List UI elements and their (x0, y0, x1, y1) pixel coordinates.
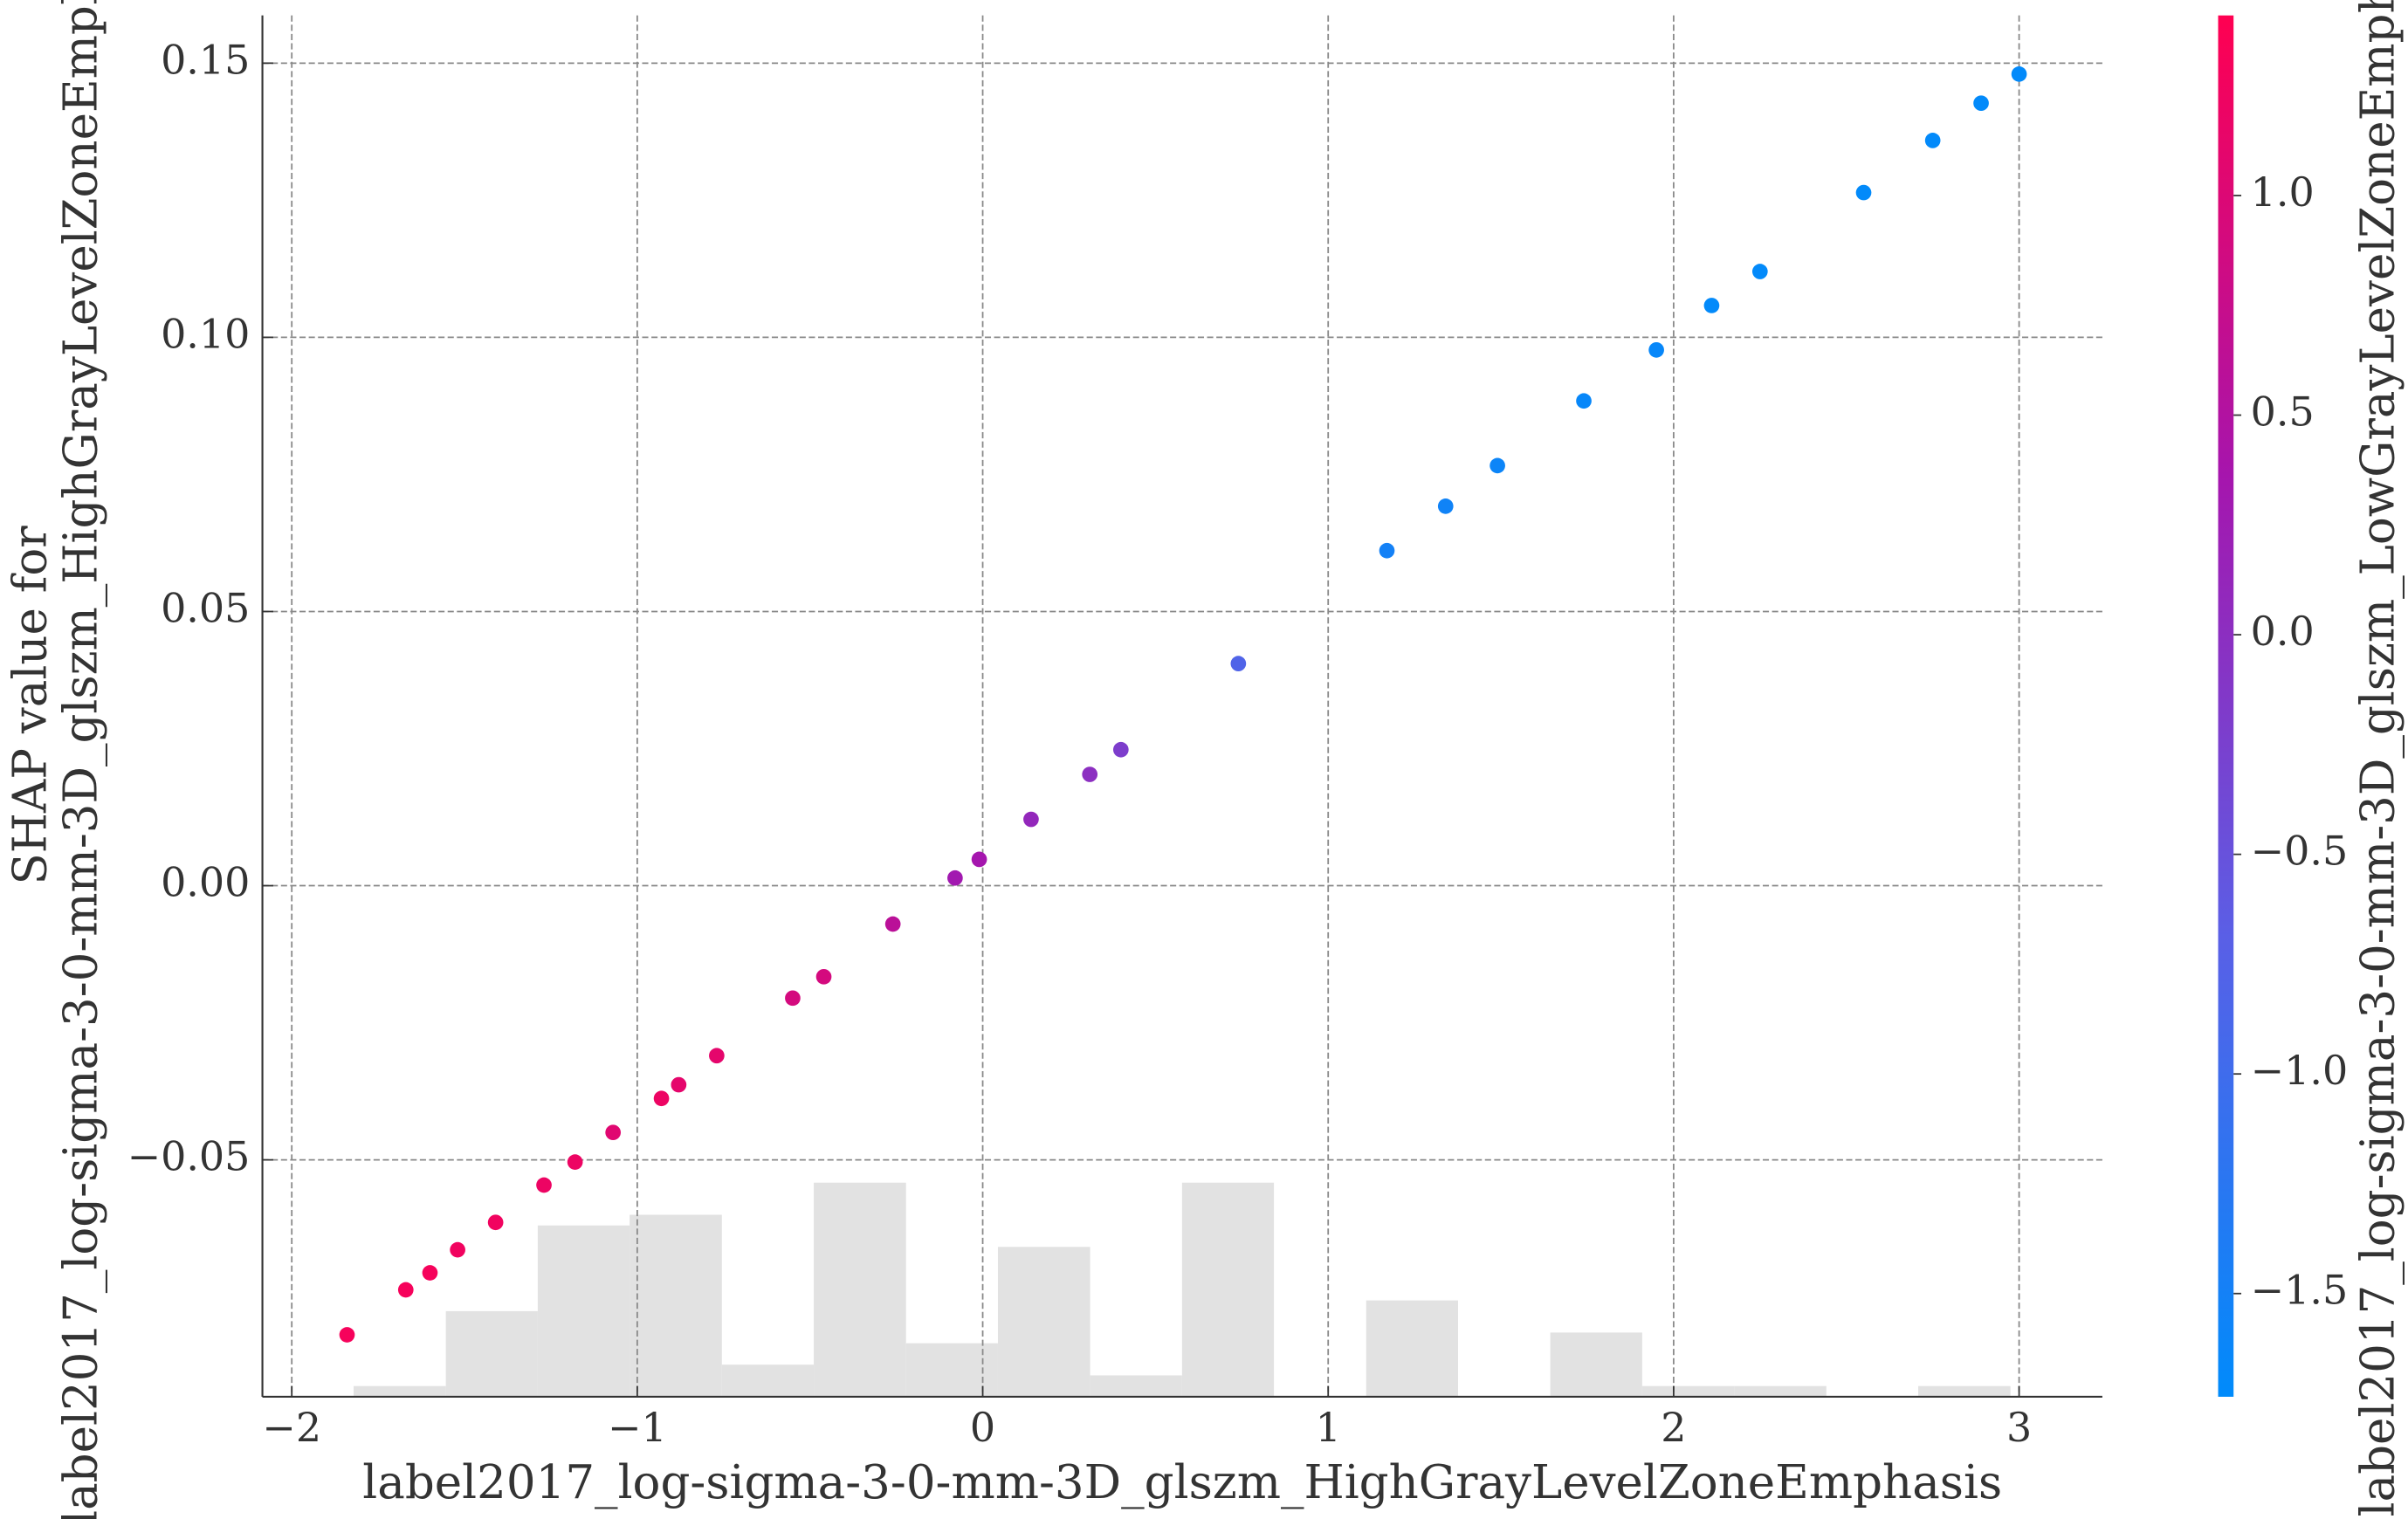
colorbar-tick-label: −1.0 (2251, 1047, 2349, 1094)
histogram-bar (1734, 1385, 1827, 1397)
point (1751, 264, 1768, 279)
point (1082, 766, 1098, 782)
histogram-bar (630, 1214, 722, 1397)
x-tick-label: 0 (970, 1404, 995, 1451)
point (567, 1154, 583, 1170)
point (653, 1090, 670, 1107)
point (815, 968, 832, 985)
histogram-bar (445, 1310, 538, 1397)
point (1924, 133, 1941, 148)
y-axis-label: label2017_log-sigma-3-0-mm-3D_glszm_High… (54, 0, 108, 1519)
colorbar-tick-label: −1.5 (2251, 1267, 2349, 1314)
point (422, 1265, 438, 1281)
histogram-bar (1918, 1385, 2011, 1397)
point (671, 1076, 687, 1093)
histogram-bar (997, 1247, 1090, 1397)
x-tick-label: 2 (1661, 1404, 1686, 1451)
y-tick-label: 0.05 (161, 584, 250, 631)
point (339, 1327, 355, 1343)
point (971, 851, 987, 868)
histogram-bar (721, 1364, 815, 1397)
point (450, 1241, 465, 1258)
point (709, 1048, 725, 1064)
histogram-bar (1090, 1375, 1182, 1397)
point (397, 1282, 414, 1298)
colorbar-tick-label: 0.0 (2251, 608, 2315, 655)
point (1576, 393, 1592, 409)
colorbar-tick-label: 0.5 (2251, 388, 2315, 436)
histogram-bar (905, 1343, 998, 1397)
colorbar-label: label2017_log-sigma-3-0-mm-3D_glszm_LowG… (2350, 0, 2405, 1516)
x-tick-label: −2 (262, 1404, 321, 1451)
point (1437, 498, 1454, 514)
y-tick-label: 0.15 (161, 36, 250, 83)
point (1648, 342, 1664, 358)
point (487, 1214, 504, 1231)
histogram-bar (814, 1182, 906, 1397)
point (1230, 656, 1247, 671)
y-axis-label: SHAP value for (3, 526, 57, 885)
colorbar-tick-label: −0.5 (2251, 828, 2349, 875)
histogram-bar (354, 1385, 446, 1397)
point (1379, 542, 1395, 559)
point (2011, 66, 2027, 82)
colorbar-tick-label: 1.0 (2251, 168, 2315, 216)
point (884, 916, 901, 932)
colorbar (2218, 15, 2234, 1397)
x-axis-label: label2017_log-sigma-3-0-mm-3D_glszm_High… (362, 1455, 2002, 1509)
x-tick-label: −1 (608, 1404, 667, 1451)
point (947, 869, 963, 886)
x-tick-label: 3 (2006, 1404, 2032, 1451)
histogram-bar (1181, 1182, 1275, 1397)
point (1490, 457, 1505, 474)
y-tick-label: 0.00 (161, 859, 250, 906)
histogram-bar (1366, 1300, 1458, 1397)
point (785, 990, 801, 1007)
y-tick-label: −0.05 (127, 1133, 251, 1180)
histogram-bar (1641, 1385, 1735, 1397)
point (536, 1177, 552, 1193)
point (1703, 298, 1720, 313)
point (605, 1124, 622, 1141)
point (1023, 811, 1039, 828)
point (1855, 184, 1872, 201)
histogram-bar (537, 1225, 630, 1397)
y-tick-label: 0.10 (161, 310, 250, 357)
histogram-bar (1550, 1332, 1642, 1397)
point (1973, 95, 1989, 112)
point (1112, 741, 1129, 758)
x-tick-label: 1 (1316, 1404, 1341, 1451)
